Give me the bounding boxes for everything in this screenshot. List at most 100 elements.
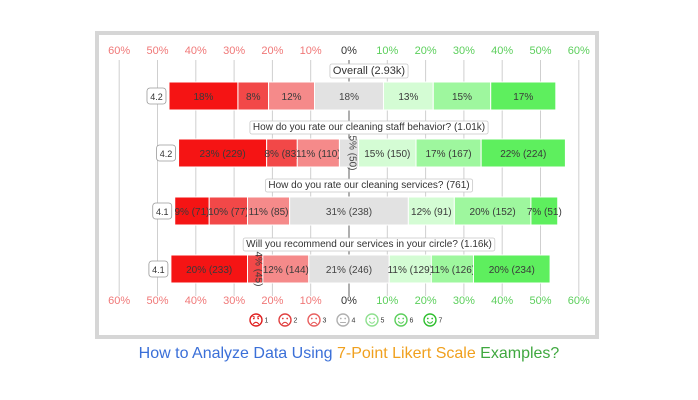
tick-label-bottom: 20% [261,295,283,307]
legend-item: 3 [307,313,327,327]
face-mouth [310,321,318,325]
bar-segment [208,196,249,226]
legend-label: 4 [352,318,356,325]
face-eye [431,317,434,320]
tick-label-bottom: 40% [185,295,207,307]
score-badge [148,260,169,278]
frown-face-icon [307,313,321,327]
tick-label-top: 60% [568,45,590,57]
bar-value-label: 17% [513,92,533,103]
face-eye [402,317,405,320]
likert-chart: 60% 60% 50% 50% 40% 40% 30% 30% 20% 20% 10% 10% 0% 0%… [95,31,599,339]
legend-label: 3 [323,318,327,325]
face-eye [344,317,347,320]
tick-label-top: 50% [146,45,168,57]
question-title-box [249,120,489,135]
smile-face-icon [394,313,408,327]
bar-segment [530,196,559,226]
face-outline [278,313,292,327]
bar-segment [296,138,340,168]
face-eye [281,317,284,320]
face-outline [336,313,350,327]
tick-label-top: 50% [529,45,551,57]
bar-value-label: 20% (233) [186,265,232,276]
bar-value-label: 11% (110) [296,149,341,160]
face-eye [368,317,371,320]
score-badge [152,202,173,220]
bar-value-label: 20% (152) [470,207,516,218]
face-mouth [368,321,376,324]
legend-item: 5 [365,313,385,327]
bar-segment [358,138,417,168]
score-value: 4.2 [150,92,163,102]
neutral-face-icon [336,313,350,327]
face-eye [310,317,313,320]
question-row: 23% (229) 8% (83)11% (110) 5% (50) 15% (150… [156,120,566,171]
tick-label-bottom: 10% [300,295,322,307]
face-mouth [281,321,289,325]
score-value: 4.1 [152,265,165,275]
question-title-box [329,63,409,79]
bar-value-label: 17% (167) [426,149,472,160]
bar-value-label: 5% (50) [346,135,357,170]
legend-item: 2 [278,313,298,327]
bar-segment [490,81,557,111]
face-eye [426,317,429,320]
tick-label-bottom: 0% [341,295,357,307]
bar-segment [178,138,268,168]
bar-segment [247,196,291,226]
face-outline [423,313,437,327]
tick-label-top: 20% [261,45,283,57]
tick-label-top: 10% [300,45,322,57]
face-eye [257,317,260,320]
tick-label-bottom: 60% [568,295,590,307]
face-eye [373,317,376,320]
score-badge [146,87,167,105]
face-outline [365,313,379,327]
grin-face-icon [423,313,437,327]
bar-value-label: 11% (85) [249,207,289,218]
bar-segment [268,81,316,111]
bar-value-label: 13% [398,92,418,103]
score-value: 4.1 [156,207,169,217]
bar-segment [453,196,532,226]
legend-item: 7 [423,313,443,327]
caption-part-2: 7-Point Likert Scale [337,345,476,362]
bar-value-label: 22% (224) [500,149,546,160]
legend-item: 1 [249,313,269,327]
face-brows [252,315,260,318]
bar-value-label: 8% (83) [264,149,299,160]
bar-segment [472,254,551,284]
bar-value-label: 7% (51) [527,207,562,218]
bar-segment [430,254,474,284]
bar-value-label: 11% (126) [430,265,475,276]
sad-face-icon [278,313,292,327]
face-eye [286,317,289,320]
face-eye [339,317,342,320]
legend-label: 2 [294,318,298,325]
tick-label-top: 0% [341,45,357,57]
legend-label: 6 [410,318,414,325]
tick-label-top: 60% [108,45,130,57]
tick-label-top: 20% [415,45,437,57]
legend: 1 2 3 4 5 6 7 [249,313,443,327]
face-mouth [252,321,260,325]
bar-value-label: 9% (71) [174,207,209,218]
bar-value-label: 18% [193,92,213,103]
question-title-box [242,237,496,252]
face-mouth [397,321,405,324]
figure-caption: How to Analyze Data Using 7-Point Likert… [0,345,698,363]
bar-value-label: 8% [246,92,261,103]
axis-ticks: 60% 60% 50% 50% 40% 40% 30% 30% 20% 20% 10% 10% 0% 0%… [108,45,590,307]
face-eye [315,317,318,320]
question-title-box [264,178,474,193]
bar-value-label: 23% (229) [200,149,246,160]
tick-label-bottom: 20% [415,295,437,307]
bar-value-label: 15% (150) [364,149,410,160]
face-outline [307,313,321,327]
tick-label-top: 10% [376,45,398,57]
bar-value-label: 21% (246) [326,265,372,276]
tick-label-bottom: 40% [491,295,513,307]
tick-label-bottom: 50% [529,295,551,307]
